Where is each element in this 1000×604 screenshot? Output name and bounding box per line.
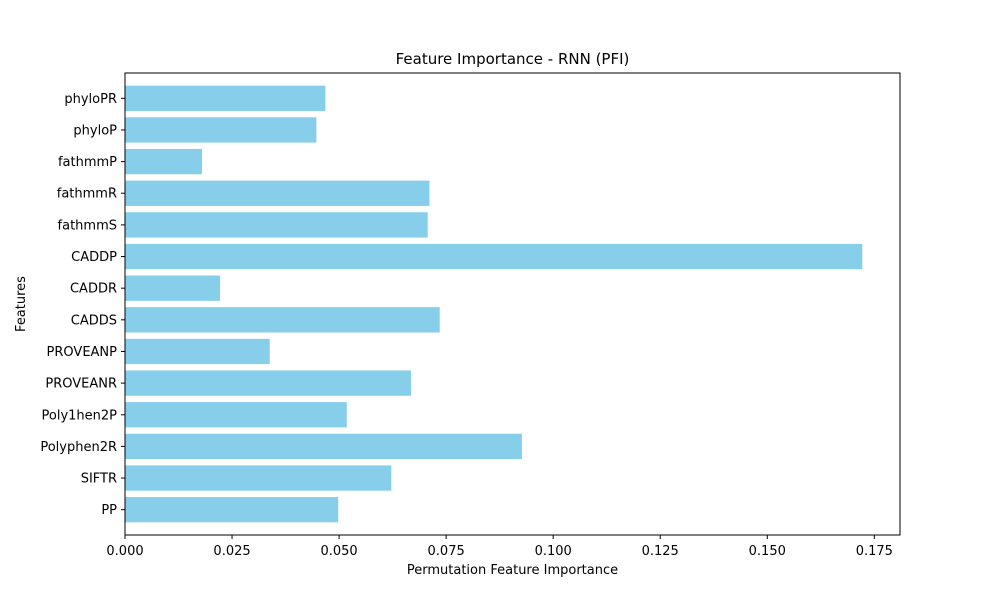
y-tick-label: Polyphen2R (40, 440, 117, 455)
x-tick-label: 0.175 (856, 544, 893, 559)
x-axis: 0.000 0.025 0.050 0.075 0.100 0.125 0.150 0.175 (106, 535, 893, 559)
y-tick-label: phyloP (73, 123, 117, 138)
y-axis: PP SIFTR Polyphen2R Poly1hen2P PROVEANR PROVE… (40, 92, 125, 518)
bar-fathmmS (125, 212, 428, 238)
plot-frame (124, 72, 901, 536)
y-tick-label: CADDS (71, 313, 117, 328)
bar-fathmmR (125, 180, 430, 206)
bar-phyloPR (125, 85, 326, 111)
bar-CADDP (125, 243, 863, 270)
y-tick-label: phyloPR (64, 92, 117, 107)
x-tick-label: 0.075 (428, 544, 465, 559)
bar-Poly1hen2P (125, 402, 347, 428)
y-tick-label: fathmmR (57, 187, 117, 202)
x-tick-label: 0.150 (749, 544, 786, 559)
y-tick-label: fathmmS (58, 218, 117, 233)
bar-PROVEANP (125, 338, 270, 365)
bar-SIFTR (125, 465, 392, 491)
x-tick-label: 0.125 (642, 544, 679, 559)
y-tick-label: PROVEANR (45, 377, 117, 392)
y-tick-label: SIFTR (81, 472, 117, 487)
y-tick-label: PROVEANP (47, 345, 118, 360)
bar-CADDS (125, 307, 440, 333)
x-tick-label: 0.025 (213, 544, 250, 559)
y-tick-label: CADDR (70, 282, 117, 297)
chart-title: Feature Importance - RNN (PFI) (396, 50, 630, 68)
y-axis-label: Features (14, 276, 29, 332)
bar-CADDR (125, 275, 221, 301)
bar-PP (125, 497, 339, 523)
bar-phyloP (125, 117, 317, 143)
y-tick-label: CADDP (71, 250, 117, 265)
bar-PROVEANR (125, 370, 412, 396)
bar-fathmmP (125, 148, 203, 175)
x-tick-label: 0.050 (320, 544, 357, 559)
x-tick-label: 0.100 (535, 544, 572, 559)
x-axis-label: Permutation Feature Importance (407, 563, 618, 578)
y-tick-label: Poly1hen2P (42, 408, 118, 423)
bar-Polyphen2R (125, 433, 522, 460)
y-tick-label: fathmmP (58, 155, 117, 170)
x-tick-label: 0.000 (106, 544, 143, 559)
y-tick-label: PP (101, 503, 117, 518)
bars-group (125, 85, 863, 523)
